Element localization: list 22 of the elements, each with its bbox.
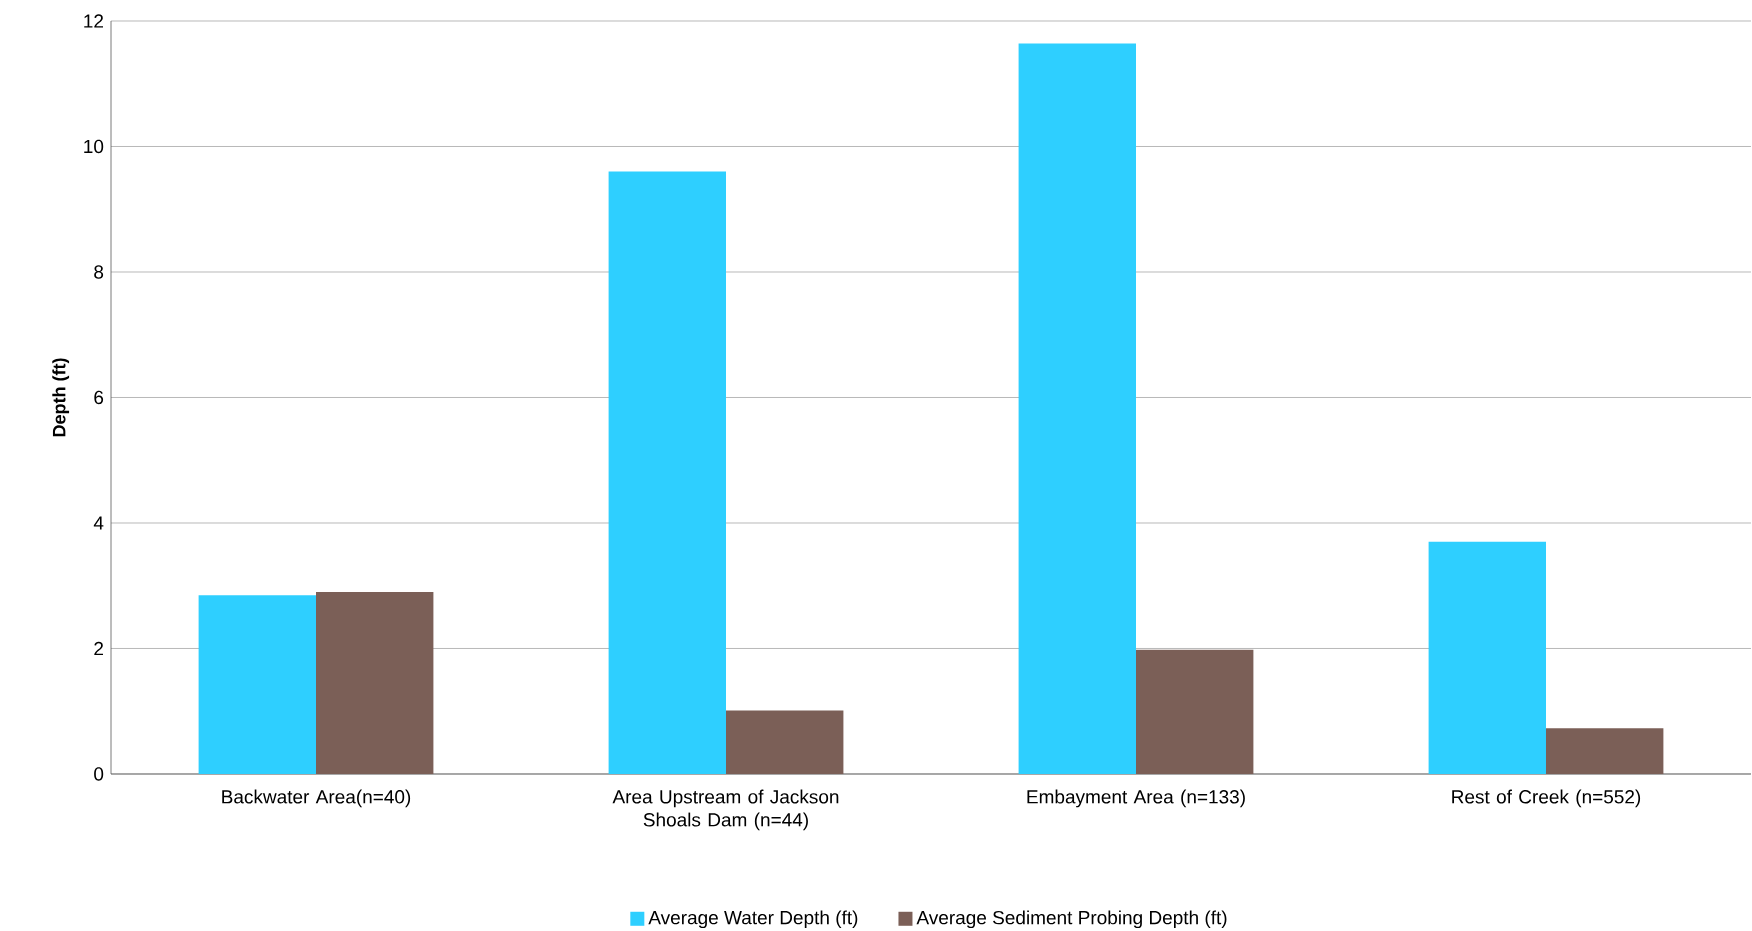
y-tick-label: 2: [94, 641, 104, 656]
bar: [1136, 649, 1254, 774]
bar: [198, 595, 317, 774]
bar: [1546, 728, 1664, 774]
x-tick-label: Area Upstream of Jackson Shoals Dam (n=44): [612, 789, 839, 831]
y-axis-title: Depth (ft): [52, 358, 70, 437]
legend-label: Average Water Depth (ft): [648, 910, 858, 929]
x-tick-label: Backwater Area(n=40): [222, 789, 411, 808]
x-tick-label: Embayment Area (n=133): [1027, 789, 1245, 808]
y-tick-label: 4: [93, 516, 104, 530]
y-tick-label: 0: [94, 767, 104, 781]
bar: [316, 592, 434, 774]
y-tick-label: 8: [94, 265, 104, 279]
y-tick-label: 10: [84, 139, 104, 154]
x-tick-label: Rest of Creek (n=552): [1452, 789, 1641, 808]
bar: [1428, 541, 1546, 774]
y-tick-label: 12: [84, 14, 103, 28]
y-tick-label: 6: [94, 390, 104, 405]
bar: [608, 171, 726, 774]
bar: [726, 710, 844, 774]
legend-label: Average Sediment Probing Depth (ft): [916, 910, 1227, 929]
bar: [1018, 43, 1136, 774]
